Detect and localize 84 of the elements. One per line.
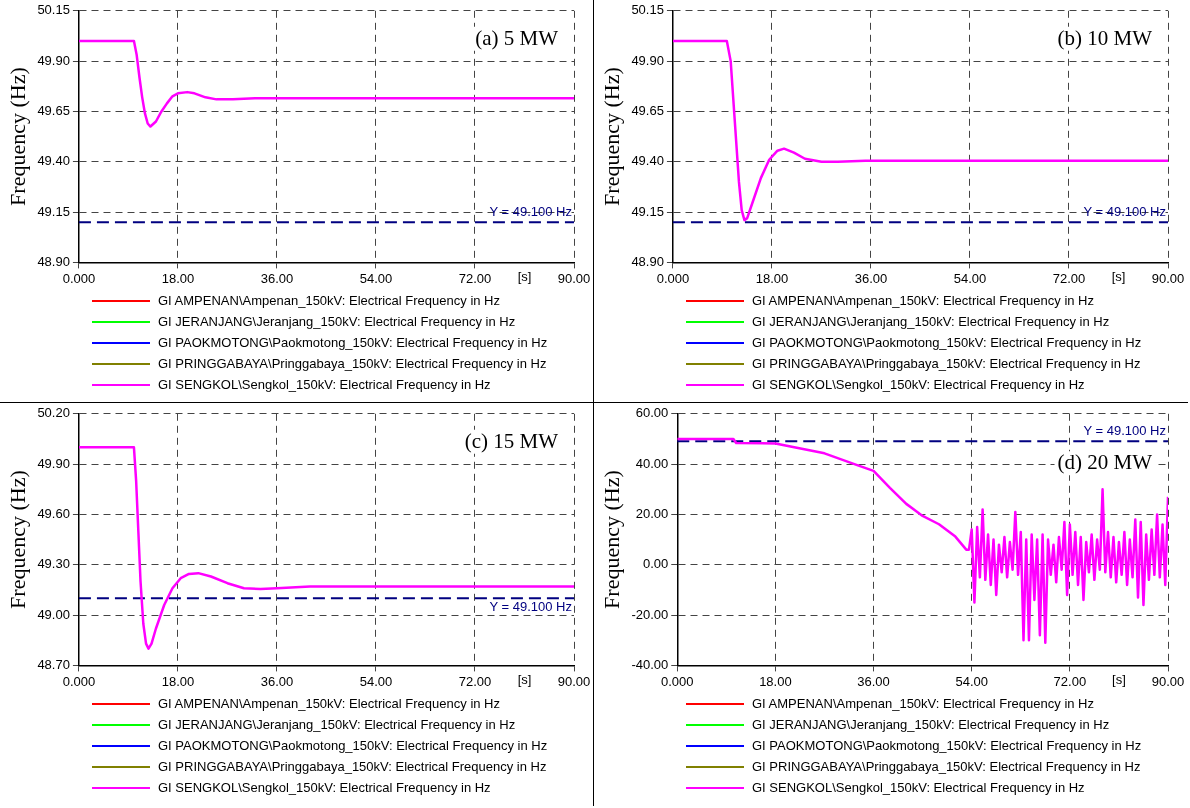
text: (a) 5 MW — [475, 25, 559, 50]
text: (d) 20 MW — [1057, 450, 1153, 475]
x-axis-title: [s] — [517, 672, 532, 688]
y-tick-label: 49.15 — [37, 203, 70, 219]
x-tick-label: 0.000 — [62, 270, 96, 286]
x-tick-label: 0.000 — [656, 270, 690, 286]
y-axis-title: Frequency (Hz) — [4, 67, 30, 206]
legend-label: GI JERANJANG\Jeranjang_150kV: Electrical Frequency in Hz — [752, 717, 1110, 732]
legend-label: GI SENGKOL\Sengkol_150kV: Electrical Frequency in Hz — [158, 780, 491, 795]
legend-label: GI SENGKOL\Sengkol_150kV: Electrical Frequency in Hz — [752, 377, 1085, 392]
x-tick-label: 90.00 — [1151, 673, 1185, 689]
legend-label: GI PAOKMOTONG\Paokmotong_150kV: Electrical Frequency in Hz — [752, 335, 1142, 350]
legend-label: GI AMPENAN\Ampenan_150kV: Electrical Frequency in Hz — [752, 293, 1094, 308]
y-tick-label: 49.90 — [37, 52, 70, 68]
x-axis-title: [s] — [517, 269, 532, 285]
x-tick-label: 54.00 — [359, 270, 393, 286]
x-tick-label: 54.00 — [955, 673, 988, 689]
legend-label: GI PAOKMOTONG\Paokmotong_150kV: Electrical Frequency in Hz — [158, 335, 548, 350]
x-tick-label: 90.00 — [1151, 270, 1185, 286]
legend-label: GI PAOKMOTONG\Paokmotong_150kV: Electrical Frequency in Hz — [752, 738, 1142, 753]
text: (b) 10 MW — [1057, 25, 1153, 50]
legend-label: GI JERANJANG\Jeranjang_150kV: Electrical Frequency in Hz — [158, 717, 516, 732]
y-tick-label: 48.90 — [631, 253, 664, 269]
y-tick-label: 40.00 — [635, 455, 669, 471]
legend-label: GI AMPENAN\Ampenan_150kV: Electrical Frequency in Hz — [158, 293, 500, 308]
x-tick-label: 72.00 — [458, 270, 492, 286]
legend-label: GI PRINGGABAYA\Pringgabaya_150kV: Electrical Frequency in Hz — [752, 356, 1141, 371]
x-tick-label: 72.00 — [1052, 270, 1086, 286]
x-tick-label: 90.00 — [557, 673, 591, 689]
x-tick-label: 72.00 — [458, 673, 492, 689]
y-tick-label: 50.15 — [631, 2, 664, 18]
x-tick-label: 90.00 — [557, 270, 591, 286]
y-tick-label: 49.15 — [631, 203, 664, 219]
legend-label: GI PRINGGABAYA\Pringgabaya_150kV: Electrical Frequency in Hz — [752, 759, 1141, 774]
y-tick-label: 49.65 — [37, 103, 70, 119]
legend-label: GI AMPENAN\Ampenan_150kV: Electrical Frequency in Hz — [752, 696, 1094, 711]
y-tick-label: 49.90 — [37, 455, 70, 471]
y-tick-label: 50.20 — [37, 405, 70, 421]
x-axis-title: [s] — [1112, 672, 1126, 688]
x-tick-label: 18.00 — [755, 270, 789, 286]
ref-line-label: Y = 49.100 Hz — [489, 599, 572, 615]
y-tick-label: -20.00 — [631, 606, 669, 622]
y-tick-label: 20.00 — [635, 506, 669, 522]
y-tick-label: 49.30 — [37, 556, 70, 572]
x-tick-label: 54.00 — [953, 270, 987, 286]
legend-label: GI SENGKOL\Sengkol_150kV: Electrical Frequency in Hz — [752, 780, 1085, 795]
x-tick-label: 36.00 — [260, 270, 294, 286]
y-axis-title: Frequency (Hz) — [4, 470, 30, 609]
y-tick-label: 48.70 — [37, 656, 70, 672]
ref-line-label: Y = 49.100 Hz — [1083, 423, 1166, 439]
x-tick-label: 36.00 — [857, 673, 890, 689]
x-axis-title: [s] — [1111, 269, 1126, 285]
y-tick-label: 49.40 — [631, 153, 664, 169]
x-tick-label: 18.00 — [759, 673, 792, 689]
x-tick-label: 72.00 — [1053, 673, 1087, 689]
legend-label: GI PAOKMOTONG\Paokmotong_150kV: Electrical Frequency in Hz — [158, 738, 548, 753]
y-tick-label: 49.60 — [37, 506, 70, 522]
y-tick-label: 49.90 — [631, 52, 664, 68]
x-tick-label: 0.000 — [660, 673, 694, 689]
x-tick-label: 18.00 — [161, 673, 195, 689]
ref-line-label: Y = 49.100 Hz — [1083, 204, 1166, 220]
y-tick-label: 60.00 — [635, 405, 669, 421]
y-axis-title: Frequency (Hz) — [598, 470, 624, 609]
y-tick-label: 50.15 — [37, 2, 70, 18]
y-tick-label: 48.90 — [37, 253, 70, 269]
ref-line-label: Y = 49.100 Hz — [489, 204, 572, 220]
legend-label: GI AMPENAN\Ampenan_150kV: Electrical Frequency in Hz — [158, 696, 500, 711]
y-tick-label: -40.00 — [631, 656, 669, 672]
legend-label: GI JERANJANG\Jeranjang_150kV: Electrical Frequency in Hz — [158, 314, 516, 329]
y-tick-label: 0.00 — [642, 556, 669, 572]
x-tick-label: 0.000 — [62, 673, 96, 689]
y-tick-label: 49.00 — [37, 606, 70, 622]
y-tick-label: 49.65 — [631, 103, 664, 119]
legend-label: GI JERANJANG\Jeranjang_150kV: Electrical Frequency in Hz — [752, 314, 1110, 329]
legend-label: GI PRINGGABAYA\Pringgabaya_150kV: Electrical Frequency in Hz — [158, 759, 547, 774]
y-axis-title: Frequency (Hz) — [598, 67, 624, 206]
legend-label: GI SENGKOL\Sengkol_150kV: Electrical Frequency in Hz — [158, 377, 491, 392]
x-tick-label: 18.00 — [161, 270, 195, 286]
x-tick-label: 36.00 — [854, 270, 888, 286]
x-tick-label: 54.00 — [359, 673, 393, 689]
legend-label: GI PRINGGABAYA\Pringgabaya_150kV: Electrical Frequency in Hz — [158, 356, 547, 371]
x-tick-label: 36.00 — [260, 673, 294, 689]
text: (c) 15 MW — [464, 428, 559, 453]
y-tick-label: 49.40 — [37, 153, 70, 169]
